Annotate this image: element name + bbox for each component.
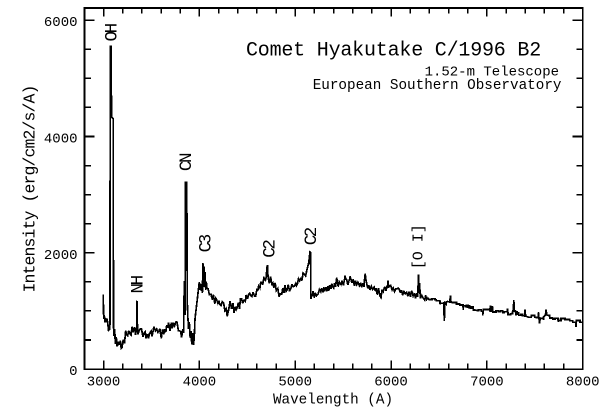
svg-text:C2: C2 xyxy=(260,240,280,258)
svg-text:CN: CN xyxy=(177,153,197,171)
svg-text:8000: 8000 xyxy=(566,375,600,391)
svg-text:6000: 6000 xyxy=(374,375,408,391)
svg-text:Wavelength (A): Wavelength (A) xyxy=(273,393,393,409)
svg-text:4000: 4000 xyxy=(44,132,78,148)
svg-text:1.52-m Telescope: 1.52-m Telescope xyxy=(425,65,559,81)
svg-text:European Southern Observatory: European Southern Observatory xyxy=(313,78,562,94)
svg-text:3000: 3000 xyxy=(87,375,121,391)
svg-text:[O I]: [O I] xyxy=(410,224,427,269)
svg-text:Comet Hyakutake C/1996 B2: Comet Hyakutake C/1996 B2 xyxy=(246,40,541,63)
svg-text:4000: 4000 xyxy=(183,375,217,391)
svg-text:0: 0 xyxy=(69,364,77,380)
svg-text:6000: 6000 xyxy=(44,15,78,31)
svg-text:7000: 7000 xyxy=(470,375,504,391)
svg-text:NH: NH xyxy=(129,275,149,293)
svg-text:5000: 5000 xyxy=(278,375,312,391)
svg-text:2000: 2000 xyxy=(44,248,78,264)
svg-text:C2: C2 xyxy=(302,227,322,245)
svg-text:Intensity (erg/cm2/s/A): Intensity (erg/cm2/s/A) xyxy=(21,85,40,292)
svg-text:OH: OH xyxy=(102,23,122,41)
svg-text:C3: C3 xyxy=(197,234,217,252)
